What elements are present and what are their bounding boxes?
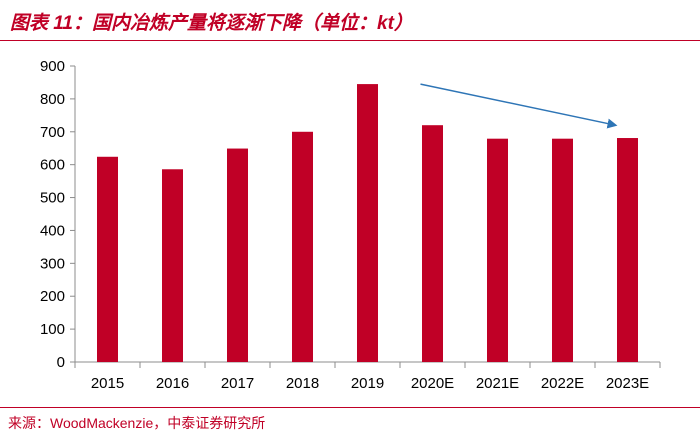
y-tick-label: 800 xyxy=(40,91,65,108)
footer-rule xyxy=(0,407,700,408)
bar-2017 xyxy=(227,148,248,362)
y-axis: 0 100 200 300 400 500 600 700 800 900 xyxy=(40,58,76,371)
bar-2023E xyxy=(617,138,638,362)
bar-2021E xyxy=(487,138,508,362)
bar-2018 xyxy=(292,131,313,362)
source-note: 来源：WoodMackenzie，中泰证券研究所 xyxy=(8,415,266,431)
x-axis: 2015 2016 2017 2018 2019 2020E 2021E 2022E 2023E xyxy=(74,361,661,392)
trend-arrow xyxy=(420,83,618,129)
bar-2016 xyxy=(162,169,183,362)
chart-title: 图表 11：国内冶炼产量将逐渐下降（单位：kt） xyxy=(10,13,413,34)
annotations xyxy=(420,83,618,129)
y-tick-label: 400 xyxy=(40,222,65,239)
x-tick-label: 2023E xyxy=(606,375,649,392)
y-tick-label: 200 xyxy=(40,288,65,305)
bar-2019 xyxy=(357,84,378,362)
y-tick-label: 100 xyxy=(40,321,65,338)
x-tick-label: 2016 xyxy=(156,375,189,392)
bars xyxy=(97,84,638,362)
x-tick-label: 2020E xyxy=(411,375,454,392)
y-tick-label: 500 xyxy=(40,190,65,207)
y-tick-label: 900 xyxy=(40,58,65,75)
y-tick-label: 0 xyxy=(57,354,65,371)
bar-2022E xyxy=(552,138,573,362)
y-tick-label: 700 xyxy=(40,124,65,141)
x-tick-label: 2015 xyxy=(91,375,124,392)
x-tick-label: 2021E xyxy=(476,375,519,392)
x-tick-label: 2017 xyxy=(221,375,254,392)
y-tick-label: 300 xyxy=(40,255,65,272)
x-tick-label: 2018 xyxy=(286,375,319,392)
y-tick-label: 600 xyxy=(40,157,65,174)
bar-2020E xyxy=(422,125,443,362)
x-tick-label: 2019 xyxy=(351,375,384,392)
bar-2015 xyxy=(97,156,118,362)
x-tick-label: 2022E xyxy=(541,375,584,392)
header-rule xyxy=(0,40,700,41)
